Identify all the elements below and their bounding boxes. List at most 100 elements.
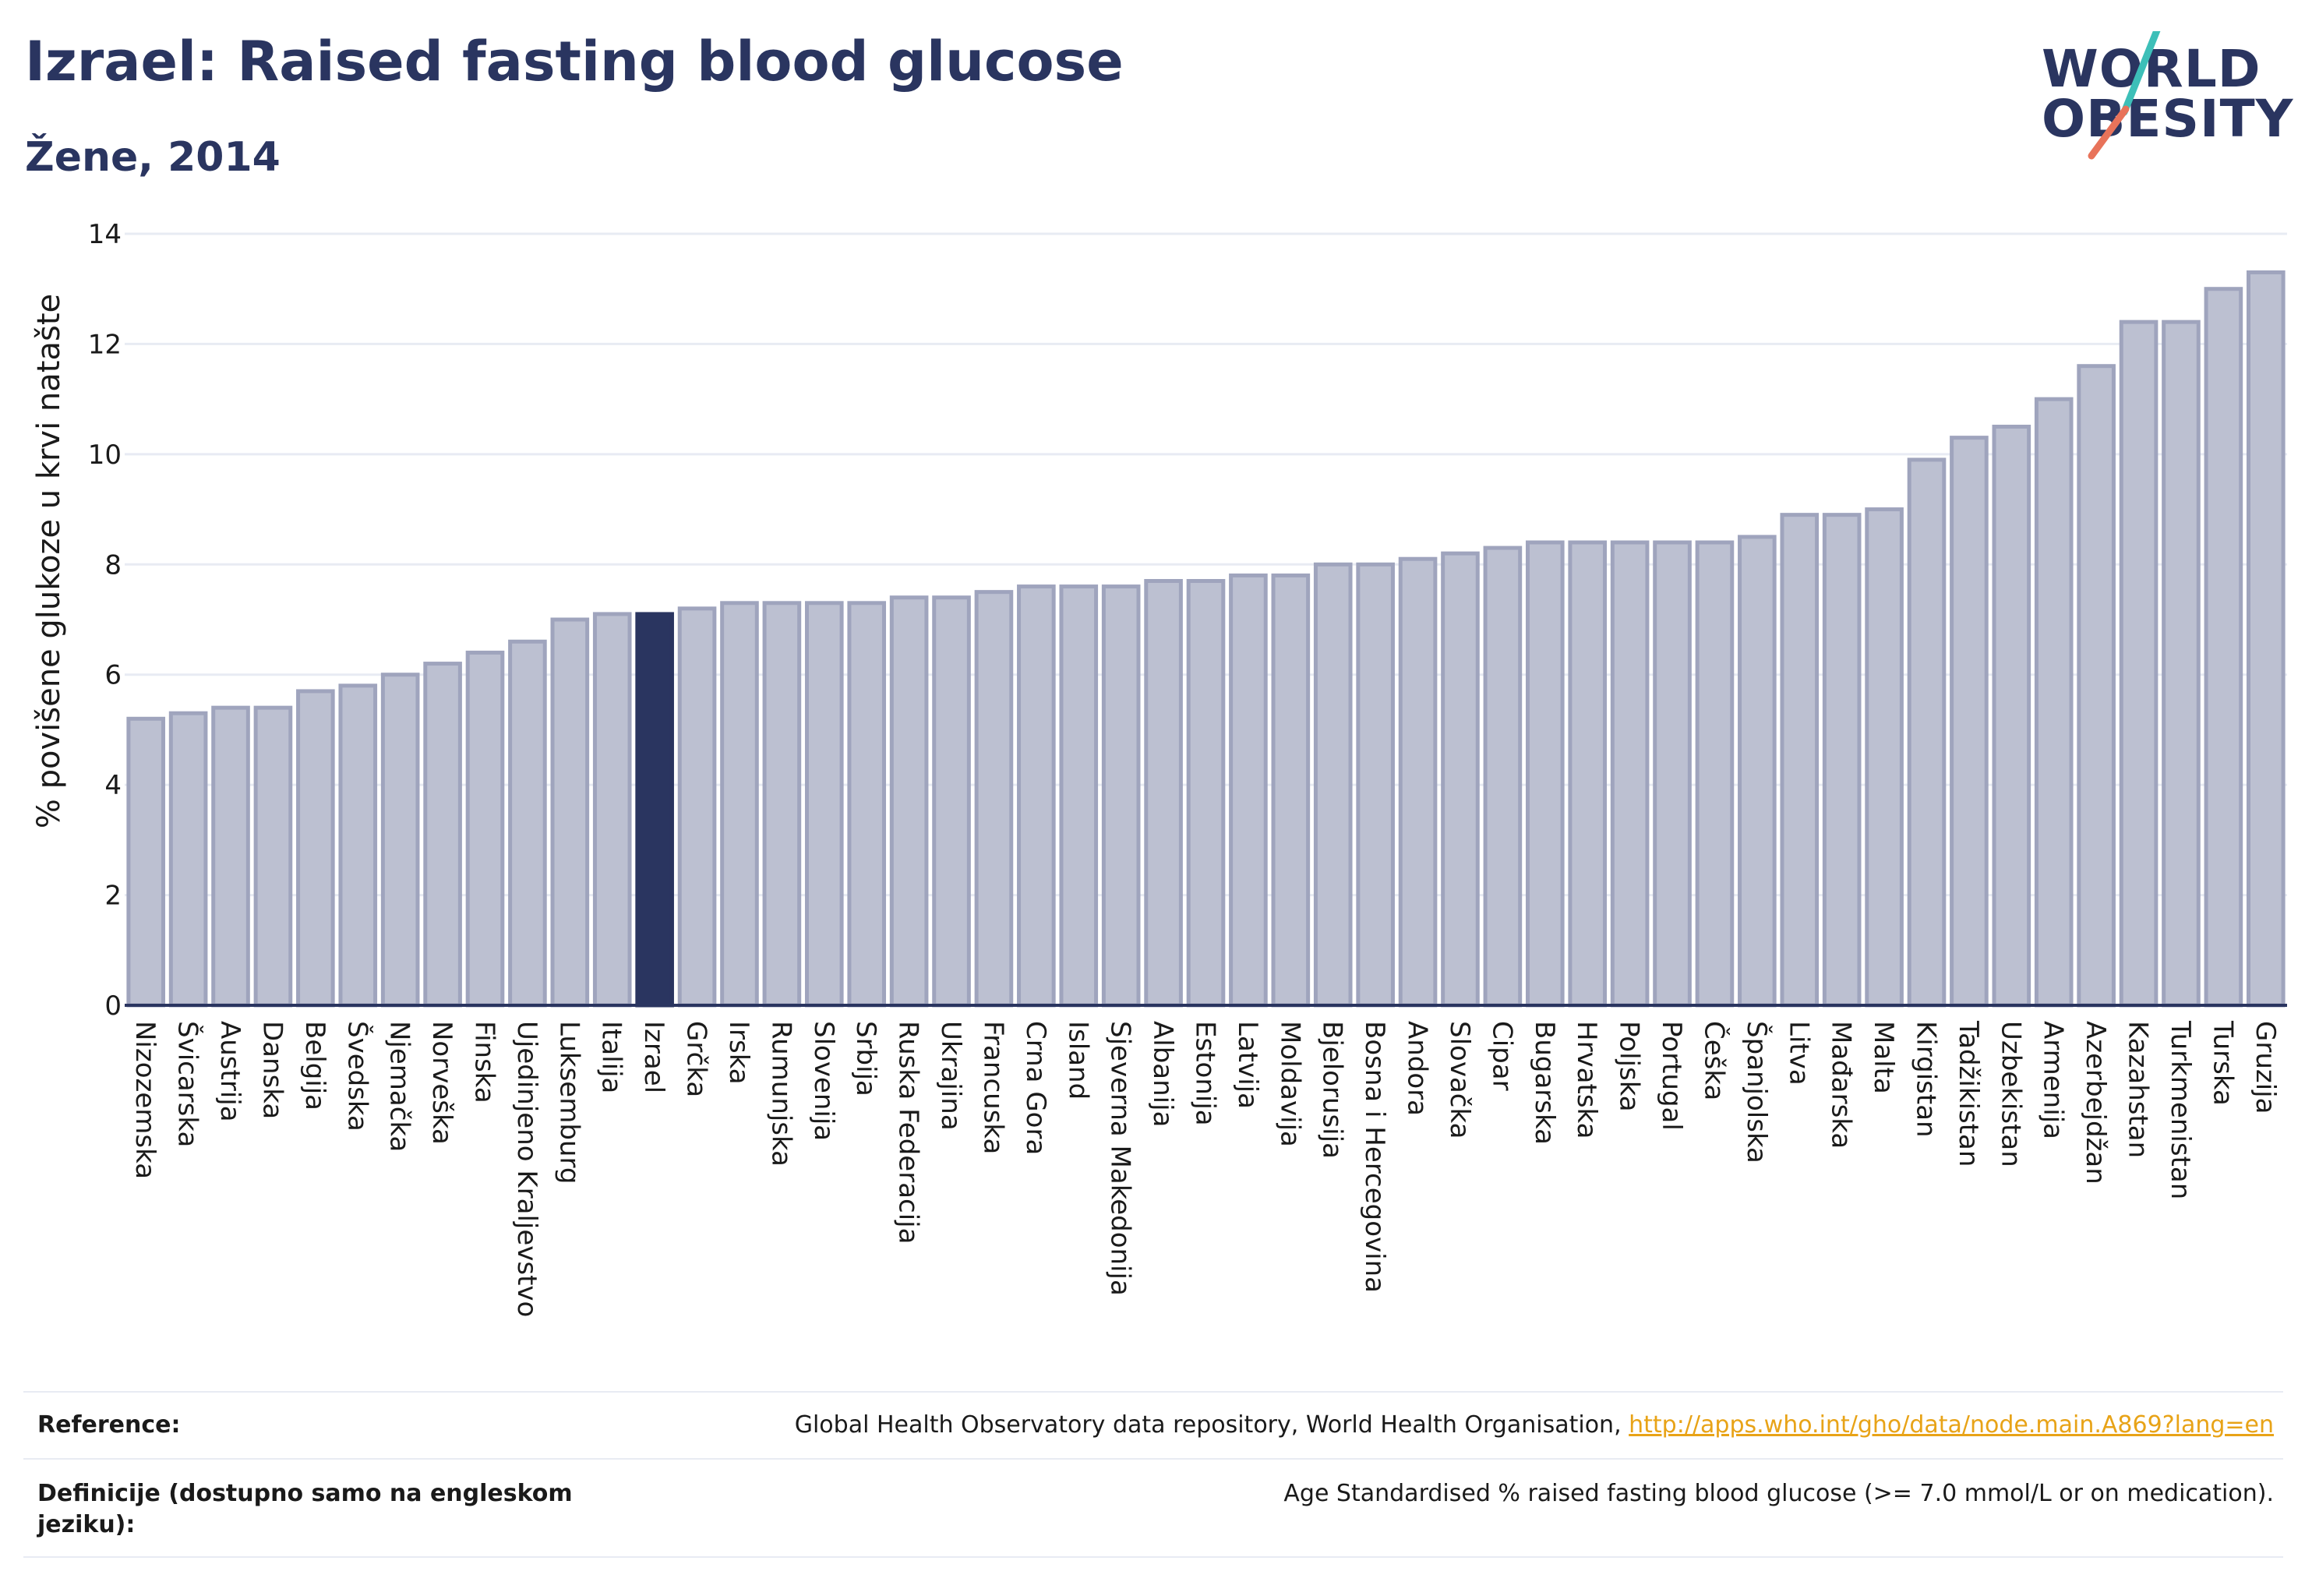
x-tick-label: Crna Gora [1020,1021,1051,1155]
bar [380,673,420,1008]
bar [762,601,802,1008]
bar [720,601,759,1008]
x-tick-label: Azerbejdžan [2080,1021,2111,1185]
bar [1441,551,1480,1008]
x-tick-label: Francuska [977,1021,1008,1154]
x-tick-label: Albanija [1147,1021,1178,1127]
definition-text: Age Standardised % raised fasting blood … [1283,1480,2274,1507]
x-tick-label: Rumunjska [765,1021,796,1167]
chart-title: Izrael: Raised fasting blood glucose [25,30,1124,94]
x-tick-label: Armenija [2038,1021,2069,1139]
x-tick-label: Kazahstan [2123,1021,2154,1158]
y-tick-label: 14 [88,219,122,250]
y-tick-label: 8 [104,549,122,581]
bar [296,689,335,1008]
bar [1313,562,1353,1008]
bar [932,595,971,1008]
x-tick-label: Tadžikistan [1953,1020,1984,1167]
logo-line-2: OBESITY [2042,89,2294,149]
x-tick-label: Andora [1402,1021,1433,1116]
bar [1356,562,1395,1008]
x-tick-label: Norveška [426,1021,457,1145]
bar [1822,513,1862,1008]
bar [1865,507,1904,1008]
reference-link[interactable]: http://apps.who.int/gho/data/node.main.A… [1629,1411,2274,1439]
bar [1525,540,1565,1008]
bar-chart: 0 2 4 6 8 10 12 14 Nizozemska Švicarska Austrija Da… [88,219,2287,1317]
x-tick-label: Litva [1783,1021,1814,1086]
bar [1144,579,1183,1008]
x-tick-label: Island [1062,1021,1093,1100]
bar [1059,584,1099,1008]
x-tick-label: Moldavija [1274,1021,1305,1147]
bar [2162,320,2201,1008]
y-tick-label: 6 [104,660,122,691]
reference-row: Reference: Global Health Observatory dat… [23,1391,2283,1458]
bar [1271,573,1311,1008]
x-tick-label: Nizozemska [129,1021,161,1179]
bar [168,711,208,1008]
x-tick-label: Cipar [1486,1021,1517,1091]
bar [508,639,547,1008]
chart-subtitle: Žene, 2014 [25,134,281,181]
bar [974,590,1014,1008]
x-tick-label: Kirgistan [1911,1021,1942,1138]
x-tick-label: Estonija [1190,1021,1221,1126]
bar [2204,287,2243,1008]
bar [635,612,674,1008]
x-tick-label: Turkmenistan [2165,1020,2196,1199]
bar [1101,584,1141,1008]
x-tick-label: Luksemburg [553,1021,584,1184]
x-tick-label: Mađarska [1826,1021,1857,1149]
x-tick-label: Malta [1868,1021,1899,1094]
y-tick-label: 2 [104,881,122,912]
bar [126,716,166,1008]
x-tick-label: Češka [1698,1021,1730,1100]
bar [2119,320,2159,1008]
bar [1186,579,1226,1008]
x-tick-label: Danska [256,1021,288,1119]
x-tick-label: Bugarska [1529,1021,1560,1145]
bar [1907,457,1947,1008]
world-obesity-logo[interactable]: WORLD OBESITY [2026,31,2294,171]
bar [1950,436,1989,1008]
x-tick-label: Srbija [850,1021,881,1096]
x-tick-label: Bosna i Hercegovina [1359,1021,1390,1293]
definition-row: Definicije (dostupno samo na engleskom j… [23,1458,2283,1558]
x-tick-label: Grčka [681,1021,712,1097]
bar [253,705,293,1008]
bar [804,601,844,1008]
bar [1483,546,1523,1008]
bar [1992,425,2031,1008]
bar [2034,397,2074,1008]
x-tick-label: Slovačka [1444,1021,1475,1139]
x-tick-label: Italija [596,1021,627,1093]
y-tick-label: 12 [88,329,122,360]
x-tick-label: Španjolska [1741,1021,1773,1163]
bar [338,683,378,1008]
bar [847,601,887,1008]
bar [592,612,632,1008]
logo-slash-icon [2088,31,2161,160]
bar [1229,573,1268,1008]
bar [1695,540,1735,1008]
bar [677,606,717,1008]
x-tick-label: Latvija [1232,1021,1263,1109]
reference-text: Global Health Observatory data repositor… [794,1411,1629,1439]
bar [889,595,929,1008]
x-tick-label: Belgija [299,1021,330,1110]
footer-table: Reference: Global Health Observatory dat… [23,1391,2283,1558]
y-tick-label: 10 [88,440,122,471]
x-tick-label: Švedska [341,1021,373,1132]
x-tick-label: Austrija [214,1021,245,1122]
bar [1568,540,1608,1008]
bar [211,705,250,1008]
x-tick-label: Turska [2207,1020,2238,1106]
x-tick-label: Sjeverna Makedonija [1105,1021,1136,1296]
reference-value: Global Health Observatory data repositor… [795,1410,2274,1441]
bar [465,650,505,1008]
x-tick-label: Hrvatska [1571,1021,1602,1139]
bar [1398,556,1438,1008]
x-tick-label: Gruzija [2250,1021,2281,1114]
bar [1653,540,1692,1008]
